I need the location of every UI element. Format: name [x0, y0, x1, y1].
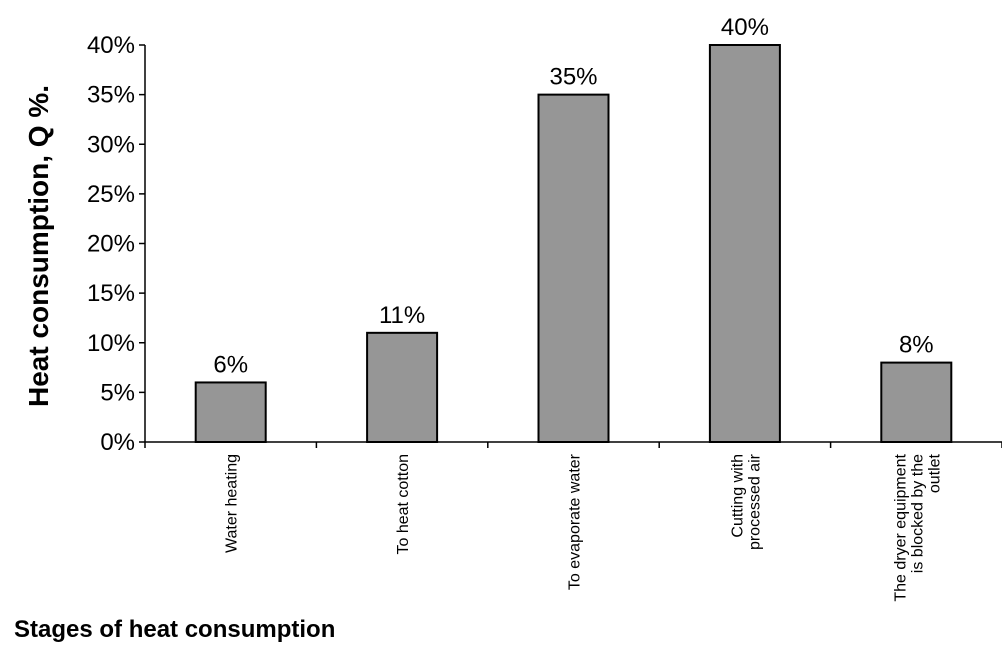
x-tick-label-2: To evaporate water: [567, 453, 584, 590]
data-label-3: 40%: [721, 14, 769, 41]
labels-layer: 6% 11% 35% 40% 8% 0% 5% 10% 15% 20% 25% 30% 35% 40% Wa…: [87, 14, 943, 602]
data-label-1: 11%: [379, 302, 425, 329]
x-tick-label-line: To evaporate water: [567, 453, 584, 590]
bar-4: [880, 361, 953, 444]
x-tick-label-4: The dryer equipmentis blocked by theoutl…: [892, 453, 943, 601]
x-tick-label-line: is blocked by the: [909, 454, 926, 573]
bar-2: [537, 93, 610, 443]
data-label-4: 8%: [899, 332, 934, 359]
y-tick-label-0: 0%: [100, 429, 135, 456]
y-tick-label-5: 25%: [87, 181, 135, 208]
x-tick-label-line: Water heating: [224, 454, 241, 553]
data-label-2: 35%: [549, 64, 597, 91]
x-tick-label-1: To heat cotton: [395, 454, 412, 555]
y-tick-label-4: 20%: [87, 231, 135, 258]
x-tick-label-line: The dryer equipment: [892, 453, 909, 601]
x-tick-label-line: To heat cotton: [395, 454, 412, 555]
y-tick-label-1: 5%: [100, 379, 135, 406]
y-tick-label-6: 30%: [87, 131, 135, 158]
data-label-0: 6%: [213, 351, 248, 378]
x-tick-label-line: processed air: [746, 453, 763, 550]
y-tick-label-8: 40%: [87, 32, 135, 59]
x-tick-label-line: Cutting with: [729, 454, 746, 538]
y-tick-label-3: 15%: [87, 280, 135, 307]
x-axis-title: Stages of heat consumption: [14, 616, 335, 643]
bar-0: [194, 381, 267, 444]
x-tick-label-3: Cutting withprocessed air: [729, 453, 763, 550]
bar-1: [366, 331, 439, 444]
x-tick-label-0: Water heating: [224, 454, 241, 553]
y-tick-label-2: 10%: [87, 330, 135, 357]
y-axis-title: Heat consumption, Q %.: [23, 85, 54, 407]
y-tick-label-7: 35%: [87, 82, 135, 109]
bars-layer: [194, 44, 953, 444]
bar-3: [708, 44, 781, 443]
axes-layer: [139, 44, 1002, 448]
x-tick-label-line: outlet: [926, 453, 943, 493]
